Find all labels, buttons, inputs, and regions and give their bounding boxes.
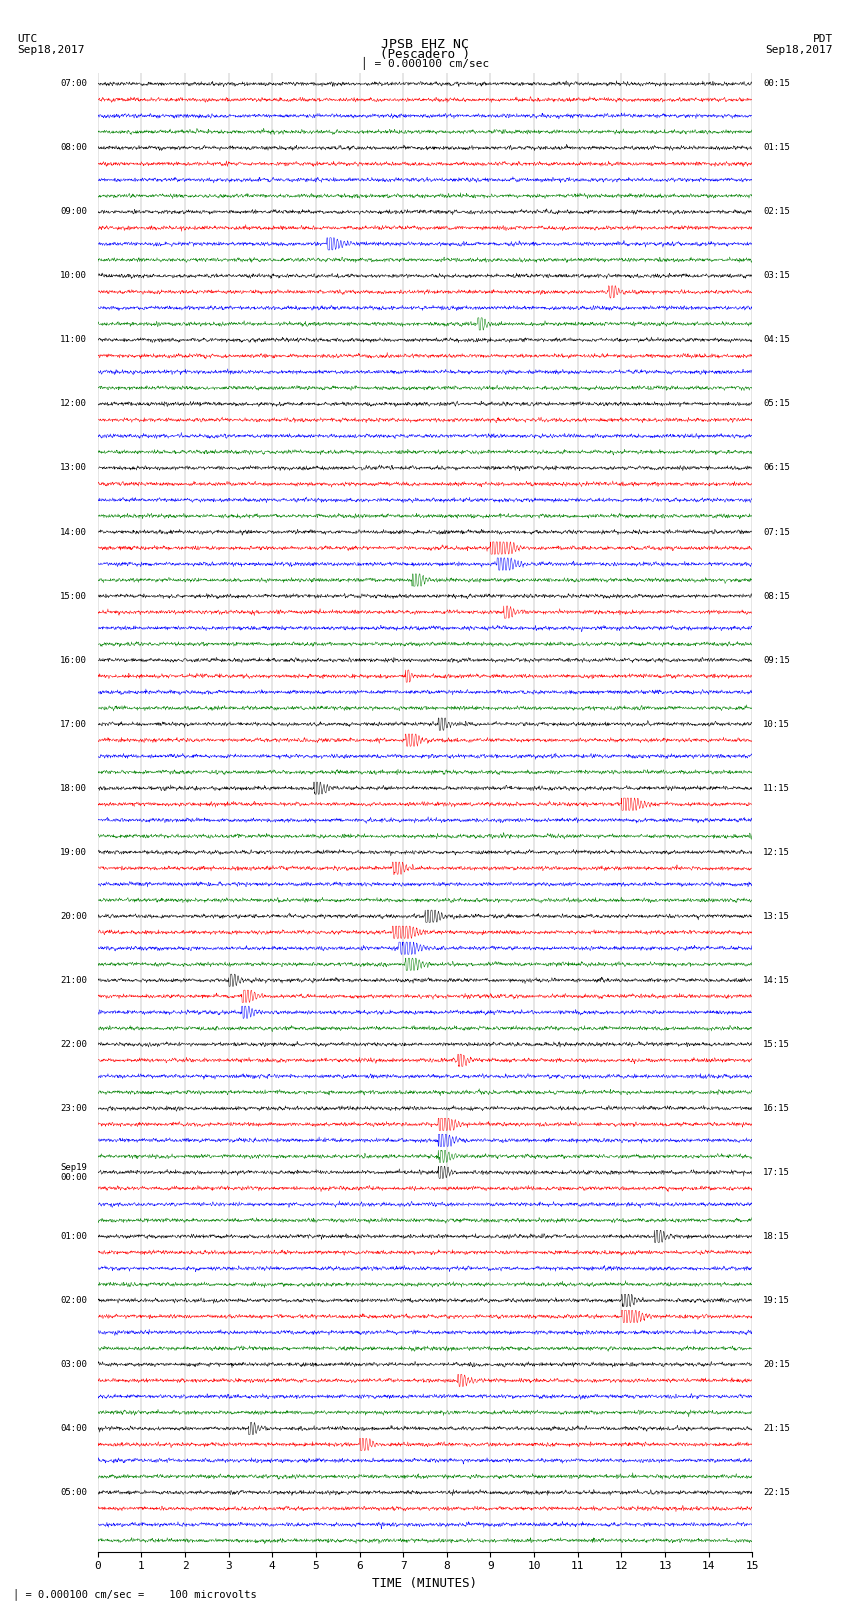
- Text: 18:15: 18:15: [763, 1232, 790, 1240]
- Text: 08:00: 08:00: [60, 144, 87, 152]
- Text: 14:15: 14:15: [763, 976, 790, 984]
- Text: 02:15: 02:15: [763, 208, 790, 216]
- Text: 20:00: 20:00: [60, 911, 87, 921]
- Text: │ = 0.000100 cm/sec: │ = 0.000100 cm/sec: [361, 58, 489, 71]
- Text: 13:00: 13:00: [60, 463, 87, 473]
- Text: 15:15: 15:15: [763, 1040, 790, 1048]
- Text: 14:00: 14:00: [60, 527, 87, 537]
- Text: JPSB EHZ NC: JPSB EHZ NC: [381, 37, 469, 52]
- Text: 19:15: 19:15: [763, 1295, 790, 1305]
- Text: 16:00: 16:00: [60, 655, 87, 665]
- Text: 01:00: 01:00: [60, 1232, 87, 1240]
- Text: 22:00: 22:00: [60, 1040, 87, 1048]
- Text: │ = 0.000100 cm/sec =    100 microvolts: │ = 0.000100 cm/sec = 100 microvolts: [13, 1589, 257, 1600]
- Text: 16:15: 16:15: [763, 1103, 790, 1113]
- Text: PDT
Sep18,2017: PDT Sep18,2017: [766, 34, 833, 55]
- Text: (Pescadero ): (Pescadero ): [380, 47, 470, 61]
- Text: 18:00: 18:00: [60, 784, 87, 792]
- Text: 06:15: 06:15: [763, 463, 790, 473]
- Text: UTC
Sep18,2017: UTC Sep18,2017: [17, 34, 84, 55]
- Text: 00:15: 00:15: [763, 79, 790, 89]
- Text: 04:15: 04:15: [763, 336, 790, 345]
- Text: 07:00: 07:00: [60, 79, 87, 89]
- Text: 23:00: 23:00: [60, 1103, 87, 1113]
- Text: 17:15: 17:15: [763, 1168, 790, 1177]
- Text: 02:00: 02:00: [60, 1295, 87, 1305]
- Text: 04:00: 04:00: [60, 1424, 87, 1432]
- Text: 09:15: 09:15: [763, 655, 790, 665]
- Text: 08:15: 08:15: [763, 592, 790, 600]
- Text: 09:00: 09:00: [60, 208, 87, 216]
- Text: 13:15: 13:15: [763, 911, 790, 921]
- Text: 03:00: 03:00: [60, 1360, 87, 1369]
- Text: 07:15: 07:15: [763, 527, 790, 537]
- Text: 17:00: 17:00: [60, 719, 87, 729]
- Text: 11:15: 11:15: [763, 784, 790, 792]
- Text: 01:15: 01:15: [763, 144, 790, 152]
- X-axis label: TIME (MINUTES): TIME (MINUTES): [372, 1578, 478, 1590]
- Text: 11:00: 11:00: [60, 336, 87, 345]
- Text: 10:00: 10:00: [60, 271, 87, 281]
- Text: Sep19
00:00: Sep19 00:00: [60, 1163, 87, 1182]
- Text: 05:15: 05:15: [763, 400, 790, 408]
- Text: 10:15: 10:15: [763, 719, 790, 729]
- Text: 19:00: 19:00: [60, 848, 87, 857]
- Text: 21:15: 21:15: [763, 1424, 790, 1432]
- Text: 12:15: 12:15: [763, 848, 790, 857]
- Text: 21:00: 21:00: [60, 976, 87, 984]
- Text: 15:00: 15:00: [60, 592, 87, 600]
- Text: 22:15: 22:15: [763, 1487, 790, 1497]
- Text: 20:15: 20:15: [763, 1360, 790, 1369]
- Text: 05:00: 05:00: [60, 1487, 87, 1497]
- Text: 03:15: 03:15: [763, 271, 790, 281]
- Text: 12:00: 12:00: [60, 400, 87, 408]
